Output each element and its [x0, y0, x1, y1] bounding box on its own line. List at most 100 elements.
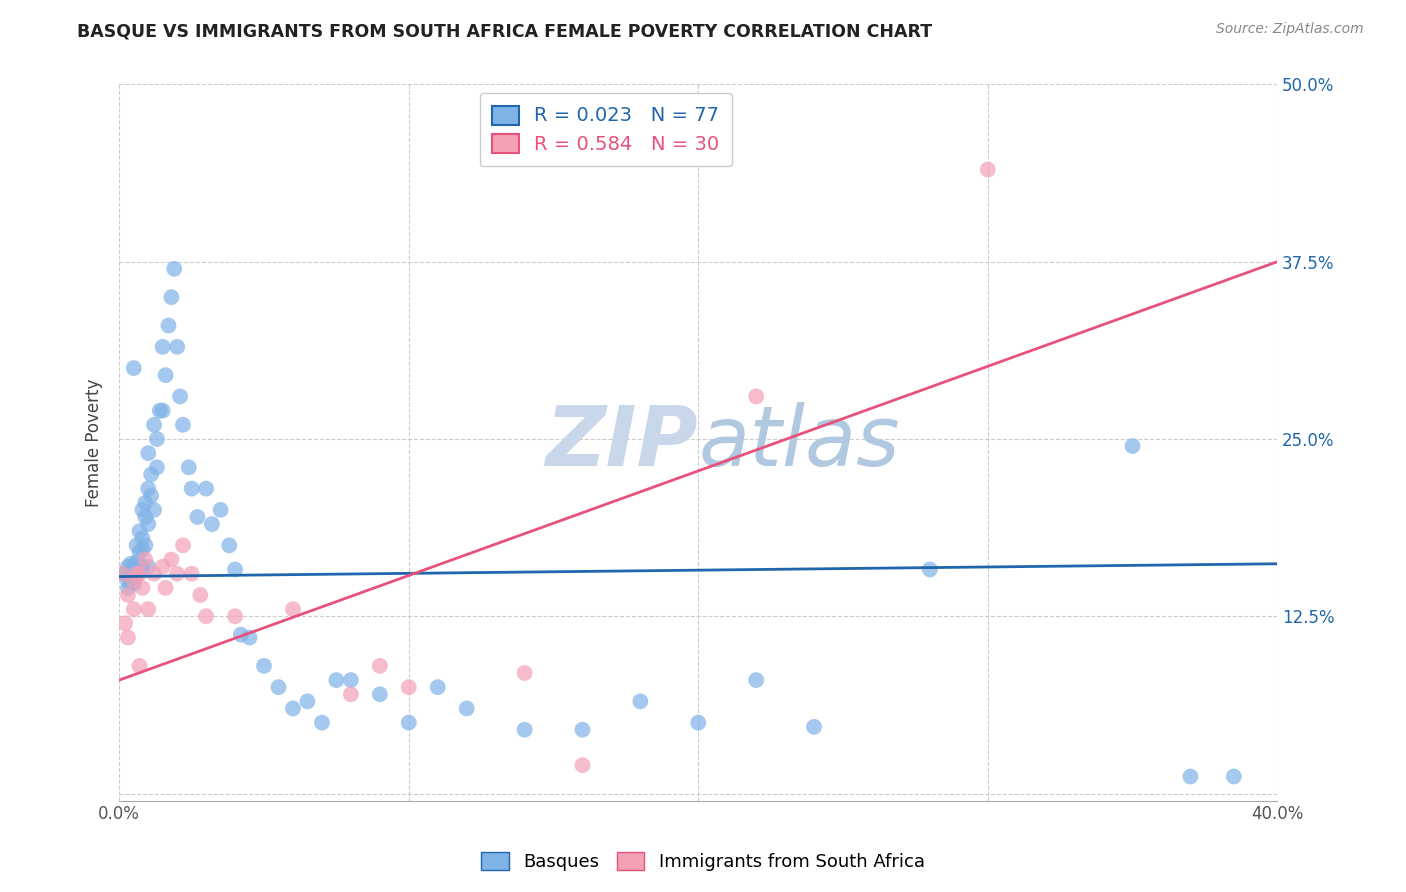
Point	[122, 559, 145, 574]
Point	[186, 510, 208, 524]
Point	[117, 574, 139, 588]
Point	[114, 616, 136, 631]
Text: Source: ZipAtlas.com: Source: ZipAtlas.com	[1216, 22, 1364, 37]
Point	[122, 574, 145, 588]
Point	[172, 417, 194, 432]
Point	[218, 538, 240, 552]
Point	[120, 566, 142, 581]
Point	[131, 542, 153, 557]
Point	[281, 701, 304, 715]
Point	[224, 609, 246, 624]
Point	[114, 566, 136, 581]
Point	[398, 680, 420, 694]
Point	[136, 446, 159, 460]
Point	[1180, 770, 1202, 784]
Text: ZIP: ZIP	[546, 402, 699, 483]
Point	[125, 566, 148, 581]
Point	[195, 609, 218, 624]
Text: BASQUE VS IMMIGRANTS FROM SOUTH AFRICA FEMALE POVERTY CORRELATION CHART: BASQUE VS IMMIGRANTS FROM SOUTH AFRICA F…	[77, 22, 932, 40]
Point	[131, 531, 153, 545]
Point	[128, 524, 150, 538]
Point	[745, 389, 768, 403]
Point	[155, 581, 177, 595]
Point	[195, 482, 218, 496]
Point	[172, 538, 194, 552]
Point	[122, 571, 145, 585]
Point	[117, 588, 139, 602]
Point	[136, 517, 159, 532]
Point	[177, 460, 200, 475]
Point	[146, 460, 169, 475]
Point	[143, 503, 166, 517]
Point	[152, 403, 174, 417]
Point	[131, 559, 153, 574]
Point	[688, 715, 710, 730]
Point	[456, 701, 478, 715]
Point	[114, 566, 136, 581]
Point	[325, 673, 347, 687]
Point	[238, 631, 260, 645]
Point	[160, 290, 183, 304]
Point	[1223, 770, 1246, 784]
Point	[253, 659, 276, 673]
Point	[201, 517, 224, 532]
Point	[136, 559, 159, 574]
Point	[146, 432, 169, 446]
Point	[311, 715, 333, 730]
Point	[139, 489, 162, 503]
Point	[117, 559, 139, 574]
Point	[122, 361, 145, 376]
Point	[157, 318, 180, 333]
Legend: Basques, Immigrants from South Africa: Basques, Immigrants from South Africa	[474, 845, 932, 879]
Text: atlas: atlas	[699, 402, 900, 483]
Point	[125, 538, 148, 552]
Point	[398, 715, 420, 730]
Point	[134, 552, 156, 566]
Point	[209, 503, 232, 517]
Point	[134, 510, 156, 524]
Point	[143, 566, 166, 581]
Point	[128, 545, 150, 559]
Point	[745, 673, 768, 687]
Point	[128, 562, 150, 576]
Point	[267, 680, 290, 694]
Point	[122, 562, 145, 576]
Point	[918, 562, 941, 576]
Point	[977, 162, 1000, 177]
Point	[136, 602, 159, 616]
Point	[131, 503, 153, 517]
Point	[571, 723, 593, 737]
Point	[180, 566, 202, 581]
Point	[131, 581, 153, 595]
Point	[188, 588, 211, 602]
Point	[297, 694, 319, 708]
Point	[120, 557, 142, 571]
Y-axis label: Female Poverty: Female Poverty	[86, 378, 103, 507]
Point	[134, 538, 156, 552]
Point	[128, 659, 150, 673]
Point	[1121, 439, 1143, 453]
Point	[134, 496, 156, 510]
Point	[128, 566, 150, 581]
Point	[139, 467, 162, 482]
Point	[136, 482, 159, 496]
Point	[229, 628, 252, 642]
Point	[160, 552, 183, 566]
Point	[426, 680, 449, 694]
Point	[111, 566, 134, 581]
Point	[368, 659, 391, 673]
Point	[152, 559, 174, 574]
Point	[224, 562, 246, 576]
Point	[803, 720, 825, 734]
Point	[169, 389, 191, 403]
Point	[166, 566, 188, 581]
Point	[180, 482, 202, 496]
Point	[368, 687, 391, 701]
Legend: R = 0.023   N = 77, R = 0.584   N = 30: R = 0.023 N = 77, R = 0.584 N = 30	[479, 94, 731, 167]
Point	[117, 581, 139, 595]
Point	[125, 566, 148, 581]
Point	[122, 576, 145, 591]
Point	[628, 694, 651, 708]
Point	[117, 631, 139, 645]
Point	[513, 665, 536, 680]
